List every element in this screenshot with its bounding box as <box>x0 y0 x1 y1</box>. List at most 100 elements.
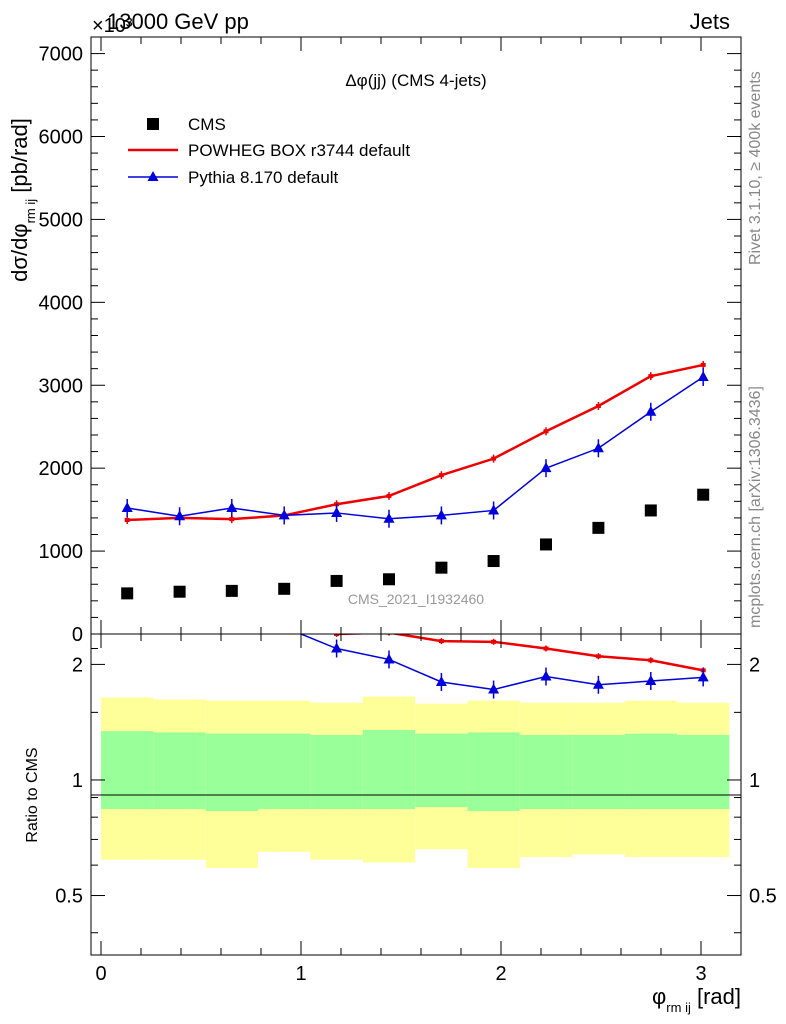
main-panel: CMS_2021_I1932460 Δφ(jj) (CMS 4-jets) 0 1… <box>7 36 742 646</box>
powheg-ratio-point-3 <box>491 639 497 644</box>
svg-text:dσ/dφrm ij [pb/rad]: dσ/dφrm ij [pb/rad] <box>7 118 38 282</box>
y-axis-title-main: dσ/dφ <box>7 223 32 281</box>
pythia-point-3 <box>278 509 290 520</box>
powheg-point-0 <box>124 517 130 522</box>
x-axis-title: φrm ij [rad] <box>652 984 741 1015</box>
header-category-label: Jets <box>690 9 730 34</box>
ratio-green-band-4 <box>310 734 363 810</box>
cms-data-point-11 <box>697 488 710 501</box>
main-y-tick-label-3: 3000 <box>39 375 84 397</box>
powheg-curve <box>127 363 704 522</box>
main-y-tick-label-7: 7000 <box>39 44 84 66</box>
pythia-curve <box>127 376 704 520</box>
x-tick-label-3: 3 <box>695 963 706 985</box>
watermark-label: CMS_2021_I1932460 <box>348 591 484 607</box>
pythia-ratio-point-7 <box>697 671 709 682</box>
powheg-ratio-point-4 <box>543 646 549 651</box>
powheg-point-6 <box>438 473 444 478</box>
pythia-ratio-point-0 <box>331 642 343 653</box>
main-y-tick-label-0: 0 <box>72 624 83 646</box>
cms-data-point-3 <box>278 582 291 595</box>
y-axis-title-subscript: rm ij <box>23 199 38 224</box>
ratio-bands <box>101 696 730 868</box>
ratio-y-axis-title: Ratio to CMS <box>24 747 41 842</box>
powheg-point-8 <box>543 429 549 434</box>
cms-data-point-7 <box>487 555 500 568</box>
legend-marker-pythia <box>147 171 159 181</box>
pythia-point-4 <box>331 506 343 517</box>
pythia-ratio-point-1 <box>383 653 395 664</box>
powheg-point-10 <box>648 374 654 379</box>
ratio-y-tick-label-1: 1 <box>72 770 83 792</box>
legend: CMS POWHEG BOX r3744 default Pythia 8.170 … <box>128 115 410 187</box>
ratio-y-tick-label-right-2: 2 <box>749 654 760 676</box>
cms-data-point-1 <box>173 585 186 598</box>
main-y-tick-label-4: 4000 <box>39 292 84 314</box>
ratio-green-band-11 <box>677 734 730 810</box>
ratio-data-layer <box>300 634 709 699</box>
powheg-point-5 <box>386 493 392 498</box>
powheg-ratio-point-6 <box>648 658 654 663</box>
legend-marker-cms <box>147 118 159 130</box>
powheg-point-7 <box>491 456 497 461</box>
powheg-ratio-point-0 <box>334 634 340 636</box>
cms-data-point-8 <box>540 538 552 551</box>
chart-title: Δφ(jj) (CMS 4-jets) <box>345 71 486 90</box>
pythia-point-5 <box>383 512 395 523</box>
ratio-green-band-5 <box>362 729 416 810</box>
ratio-green-band-6 <box>415 733 468 808</box>
powheg-ratio-point-2 <box>438 639 444 644</box>
ratio-green-band-10 <box>624 733 677 810</box>
ratio-y-tick-label-right-0: 0.5 <box>749 886 777 908</box>
ratio-axes: 0.5 0.5 1 1 2 2 0 1 2 3 <box>55 633 777 985</box>
main-y-tick-label-5: 5000 <box>39 209 84 231</box>
cms-data-point-2 <box>225 584 238 597</box>
pythia-ratio-point-4 <box>540 670 552 681</box>
ratio-green-band-7 <box>467 732 520 812</box>
y-axis-title: dσ/dφrm ij [pb/rad] <box>7 118 38 282</box>
powheg-point-2 <box>229 517 235 522</box>
x-axis-title-main: φ <box>652 984 666 1009</box>
x-tick-label-1: 1 <box>295 963 306 985</box>
main-data-layer <box>121 360 710 600</box>
pythia-point-7 <box>488 504 500 515</box>
powheg-point-11 <box>700 362 706 367</box>
pythia-ratio-point-2 <box>435 675 447 686</box>
legend-label-1: POWHEG BOX r3744 default <box>188 141 410 160</box>
cms-data-point-5 <box>383 573 395 586</box>
mcplots-reference-label: mcplots.cern.ch [arXiv:1306.3436] <box>747 386 764 628</box>
ratio-green-band-9 <box>572 734 625 810</box>
x-axis-title-subscript: rm ij <box>666 1000 691 1015</box>
ratio-y-tick-label-2: 2 <box>72 654 83 676</box>
main-y-tick-label-6: 6000 <box>39 127 84 149</box>
pythia-point-9 <box>592 442 604 453</box>
pythia-point-10 <box>645 405 657 416</box>
ratio-y-tick-label-0: 0.5 <box>55 886 83 908</box>
pythia-ratio-point-6 <box>645 675 657 686</box>
main-y-tick-label-2: 2000 <box>39 458 84 480</box>
pythia-point-6 <box>435 509 447 520</box>
ratio-y-tick-label-right-1: 1 <box>749 770 760 792</box>
ratio-green-band-0 <box>101 731 154 810</box>
legend-label-0: CMS <box>188 115 226 134</box>
cms-data-point-9 <box>592 521 605 534</box>
powheg-ratio-curve <box>331 634 704 672</box>
ratio-frame <box>90 633 742 956</box>
pythia-point-8 <box>540 462 552 473</box>
x-tick-label-2: 2 <box>495 963 506 985</box>
rivet-version-label: Rivet 3.1.10, ≥ 400k events <box>747 71 764 265</box>
ratio-green-band-8 <box>519 734 573 810</box>
pythia-ratio-point-5 <box>592 678 604 689</box>
ratio-green-band-2 <box>205 733 258 812</box>
ratio-green-band-3 <box>258 733 311 810</box>
pythia-point-0 <box>121 501 133 512</box>
x-axis-title-unit: [rad] <box>697 984 741 1009</box>
cms-data-point-4 <box>330 574 343 587</box>
cms-data-point-10 <box>644 504 657 517</box>
powheg-point-9 <box>595 403 601 408</box>
main-axes: 0 1000 2000 3000 4000 5000 6000 7000 <box>39 36 742 646</box>
cms-data-point-0 <box>121 587 134 600</box>
cms-data-point-6 <box>435 561 448 574</box>
pythia-point-11 <box>697 370 709 381</box>
